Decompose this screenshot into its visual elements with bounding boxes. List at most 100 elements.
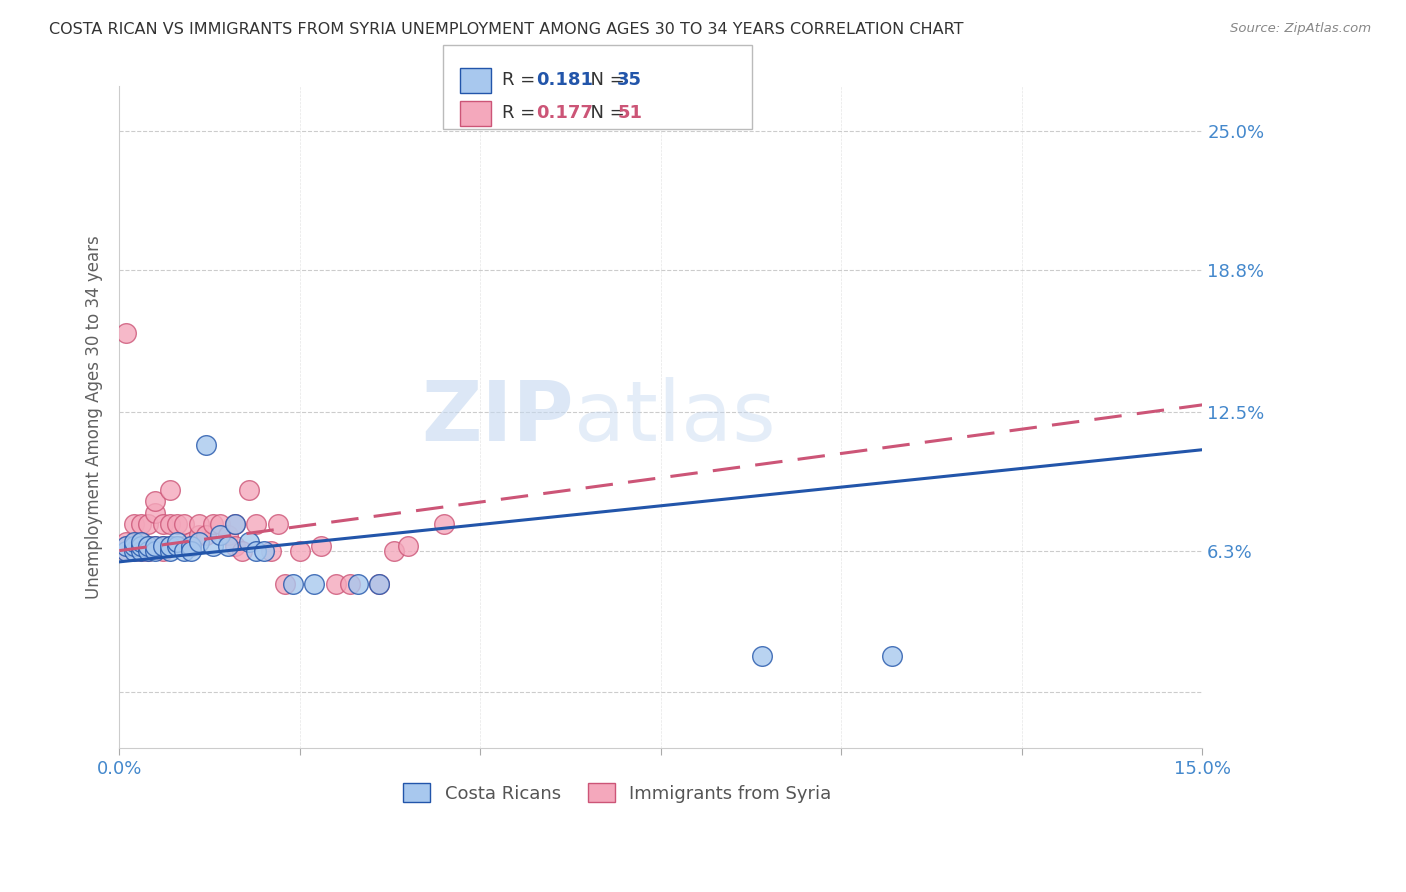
Point	[325, 577, 347, 591]
Point	[159, 543, 181, 558]
Point	[129, 539, 152, 553]
Point	[145, 506, 167, 520]
Text: N =: N =	[579, 71, 631, 89]
Point	[166, 539, 188, 553]
Point	[122, 539, 145, 553]
Point	[122, 534, 145, 549]
Point	[180, 539, 202, 553]
Point	[166, 516, 188, 531]
Point	[129, 539, 152, 553]
Point	[187, 534, 209, 549]
Point	[159, 516, 181, 531]
Text: 51: 51	[617, 104, 643, 122]
Point	[115, 539, 138, 553]
Point	[173, 516, 195, 531]
Y-axis label: Unemployment Among Ages 30 to 34 years: Unemployment Among Ages 30 to 34 years	[86, 235, 103, 599]
Point	[224, 516, 246, 531]
Point	[260, 543, 283, 558]
Point	[115, 543, 138, 558]
Point	[224, 539, 246, 553]
Point	[238, 483, 260, 497]
Point	[136, 539, 159, 553]
Point	[187, 528, 209, 542]
Point	[145, 539, 167, 553]
Point	[180, 543, 202, 558]
Point	[217, 539, 239, 553]
Point	[346, 577, 368, 591]
Text: R =: R =	[502, 71, 541, 89]
Point	[136, 543, 159, 558]
Point	[217, 528, 239, 542]
Text: COSTA RICAN VS IMMIGRANTS FROM SYRIA UNEMPLOYMENT AMONG AGES 30 TO 34 YEARS CORR: COSTA RICAN VS IMMIGRANTS FROM SYRIA UNE…	[49, 22, 963, 37]
Point	[302, 577, 325, 591]
Point	[253, 543, 276, 558]
Point	[231, 543, 253, 558]
Point	[180, 539, 202, 553]
Point	[122, 516, 145, 531]
Point	[180, 534, 202, 549]
Text: atlas: atlas	[574, 376, 776, 458]
Point	[122, 543, 145, 558]
Point	[159, 539, 181, 553]
Point	[209, 528, 232, 542]
Text: 35: 35	[617, 71, 643, 89]
Point	[880, 649, 903, 664]
Point	[245, 543, 267, 558]
Point	[115, 539, 138, 553]
Text: 0.177: 0.177	[536, 104, 592, 122]
Point	[115, 326, 138, 340]
Point	[115, 543, 138, 558]
Point	[136, 543, 159, 558]
Point	[166, 534, 188, 549]
Point	[238, 534, 260, 549]
Point	[288, 543, 311, 558]
Legend: Costa Ricans, Immigrants from Syria: Costa Ricans, Immigrants from Syria	[394, 774, 841, 812]
Point	[152, 539, 174, 553]
Point	[152, 543, 174, 558]
Point	[152, 539, 174, 553]
Point	[122, 543, 145, 558]
Point	[194, 438, 217, 452]
Point	[173, 543, 195, 558]
Point	[166, 539, 188, 553]
Point	[209, 516, 232, 531]
Point	[145, 494, 167, 508]
Text: 0.181: 0.181	[536, 71, 593, 89]
Point	[173, 539, 195, 553]
Point	[122, 539, 145, 553]
Point	[274, 577, 297, 591]
Point	[433, 516, 456, 531]
Point	[224, 516, 246, 531]
Point	[339, 577, 361, 591]
Point	[267, 516, 290, 531]
Point	[129, 543, 152, 558]
Point	[145, 539, 167, 553]
Point	[129, 516, 152, 531]
Text: R =: R =	[502, 104, 541, 122]
Point	[159, 539, 181, 553]
Point	[129, 543, 152, 558]
Point	[152, 516, 174, 531]
Point	[159, 483, 181, 497]
Point	[129, 534, 152, 549]
Point	[382, 543, 405, 558]
Point	[281, 577, 304, 591]
Point	[145, 543, 167, 558]
Point	[396, 539, 419, 553]
Point	[187, 516, 209, 531]
Text: Source: ZipAtlas.com: Source: ZipAtlas.com	[1230, 22, 1371, 36]
Point	[115, 534, 138, 549]
Point	[245, 516, 267, 531]
Point	[129, 534, 152, 549]
Point	[368, 577, 391, 591]
Point	[194, 528, 217, 542]
Point	[751, 649, 773, 664]
Point	[136, 539, 159, 553]
Point	[368, 577, 391, 591]
Text: ZIP: ZIP	[422, 376, 574, 458]
Point	[202, 539, 225, 553]
Point	[202, 516, 225, 531]
Text: N =: N =	[579, 104, 631, 122]
Point	[136, 516, 159, 531]
Point	[311, 539, 333, 553]
